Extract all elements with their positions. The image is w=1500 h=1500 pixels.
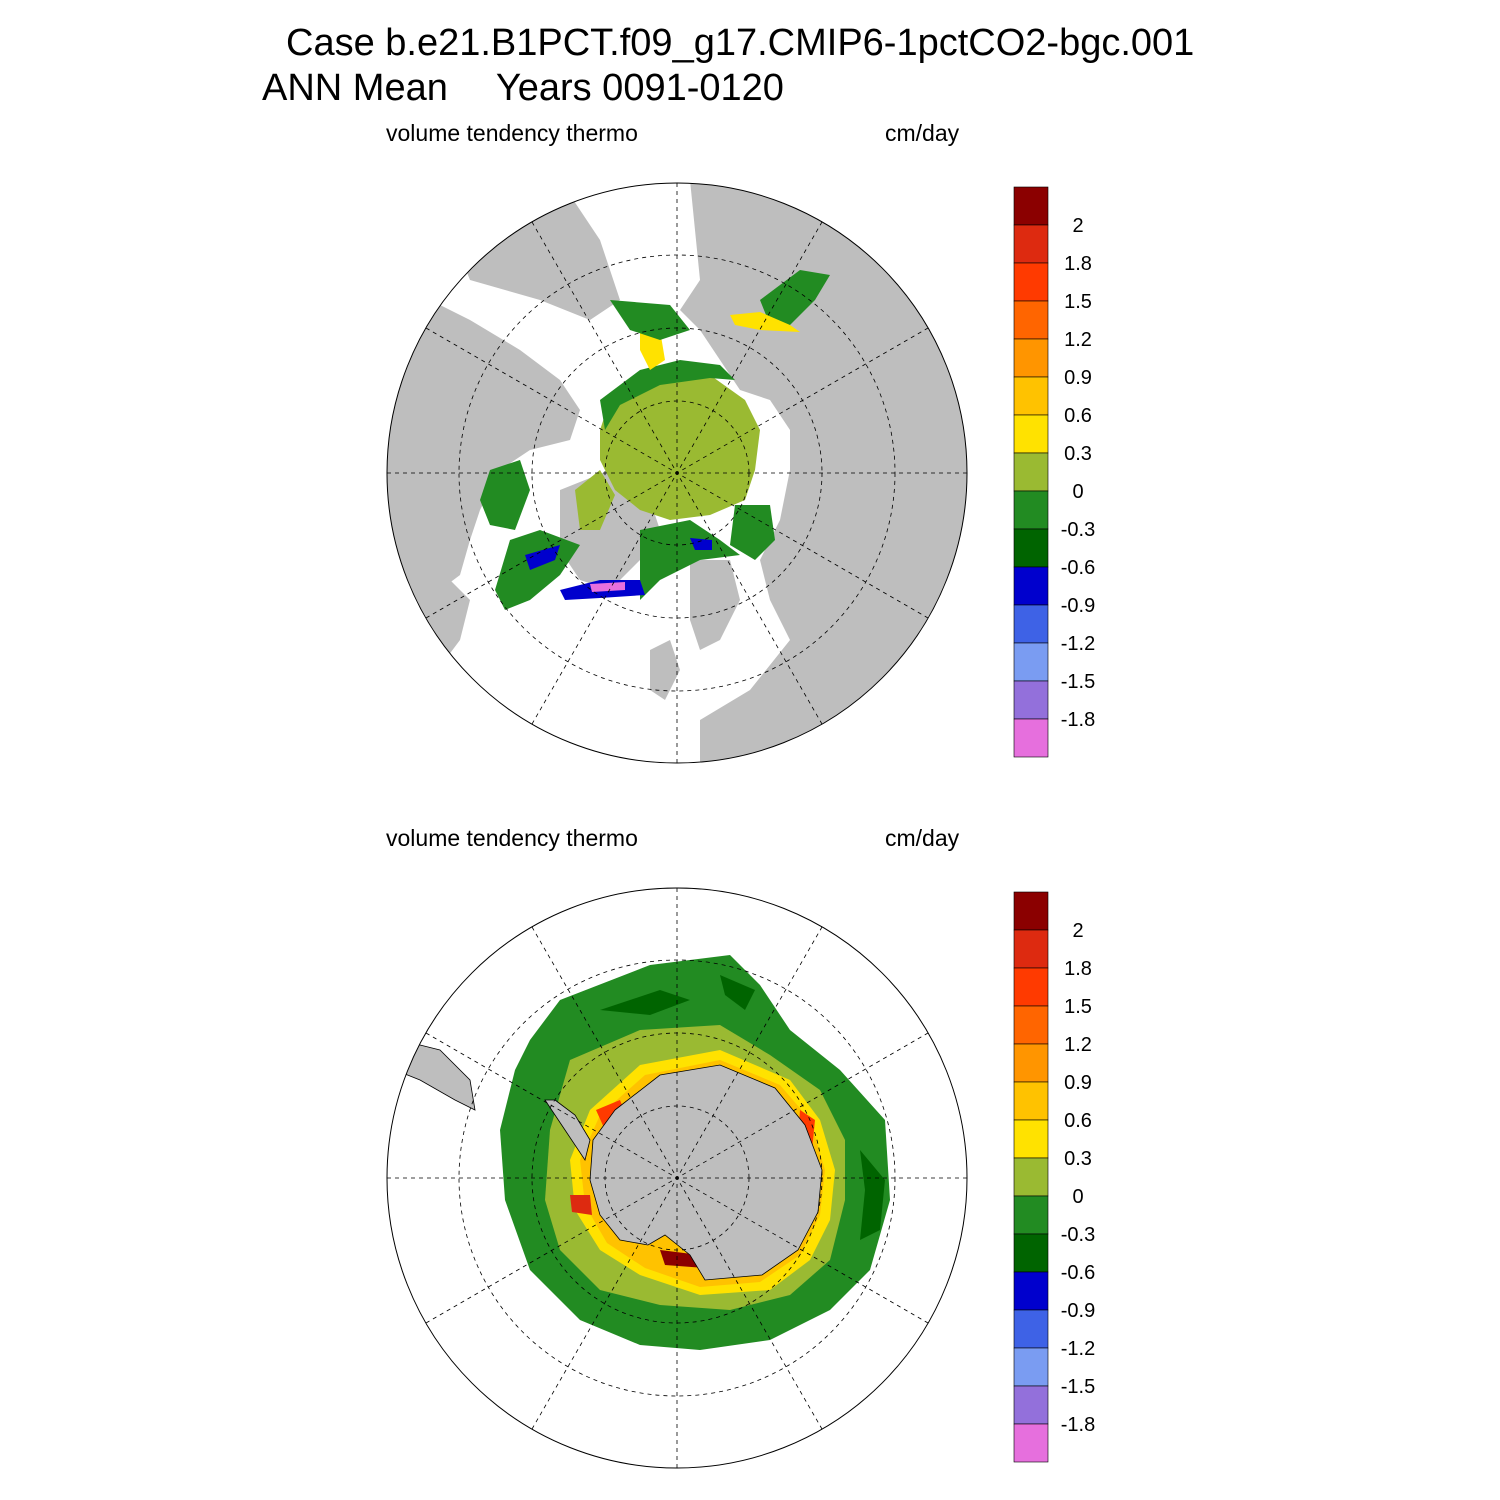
colorbar-swatch-north [1013,528,1049,568]
colorbar-tick-label-south: -0.9 [1061,1300,1095,1322]
colorbar-tick-label-north: 0.3 [1064,443,1092,465]
colorbar-swatch-south [1013,1271,1049,1311]
colorbar-swatch-south [1013,1423,1049,1463]
colorbar-tick-label-north: 1.8 [1064,253,1092,275]
south-ice-field [394,955,890,1350]
colorbar-tick-label-north: -0.3 [1061,519,1095,541]
okhotsk-edge-field [730,312,800,332]
colorbar-tick-label-south: 1.2 [1064,1034,1092,1056]
colorbar-tick-label-south: 2 [1072,920,1083,942]
north-map-border [386,182,968,764]
colorbar-tick-label-south: 0.6 [1064,1110,1092,1132]
colorbar-swatch-north [1013,642,1049,682]
colorbar-swatch-north [1013,718,1049,758]
dark-patch-1 [600,990,690,1015]
south-graticule [387,888,967,1468]
baffin-bay-field [575,470,615,530]
dark-patch-2 [720,975,755,1010]
north-graticule [387,183,967,763]
colorbar-swatch-north [1013,604,1049,644]
colorbar-tick-label-north: 0.9 [1064,367,1092,389]
colorbar-tick-label-south: -1.2 [1061,1338,1095,1360]
colorbar-tick-label-north: 0 [1072,481,1083,503]
siberian-shelf-field [600,360,735,430]
hudson-bay-field [480,460,530,530]
units-label-south: cm/day [885,825,960,851]
colorbar-swatch-north [1013,490,1049,530]
colorbar-tick-label-south: -1.8 [1061,1414,1095,1436]
chukchi-field [610,300,690,340]
colorbar-swatch-north [1013,262,1049,302]
antarctica-land [589,1064,823,1281]
colorbar-tick-label-south: 0.3 [1064,1148,1092,1170]
colorbar-tick-label-north: -1.2 [1061,633,1095,655]
scandinavia-land [690,560,740,650]
labrador-sea-field [495,530,580,610]
irminger-strong-loss-field [590,582,625,592]
east-greenland-loss-field [690,538,712,550]
barents-sea-field [730,505,775,560]
greenland-sea-field [640,520,740,600]
colorbar-swatch-south [1013,891,1049,931]
colorbar-tick-label-north: 1.2 [1064,329,1092,351]
colorbar-swatch-north [1013,452,1049,492]
colorbar-swatch-north [1013,376,1049,416]
colorbar-tick-label-north: -0.9 [1061,595,1095,617]
colorbar-tick-label-south: -0.3 [1061,1224,1095,1246]
variable-label-north: volume tendency thermo [386,120,638,146]
colorbar-swatch-south [1013,929,1049,969]
okhotsk-field [760,270,830,325]
colorbar-swatch-south [1013,1347,1049,1387]
colorbar-swatch-south [1013,1309,1049,1349]
colorbar-tick-label-north: 0.6 [1064,405,1092,427]
units-label-north: cm/day [885,120,960,146]
coastal-max-patch-4 [570,1195,592,1215]
colorbar-tick-label-south: 1.5 [1064,996,1092,1018]
colorbar-swatch-south [1013,1081,1049,1121]
colorbar-swatch-south [1013,1119,1049,1159]
case-title: Case b.e21.B1PCT.f09_g17.CMIP6-1pctCO2-b… [286,22,1195,64]
colorbar-tick-label-south: 0 [1072,1186,1083,1208]
colorbar-swatch-north [1013,300,1049,340]
period-label: ANN Mean [262,67,448,109]
north-america-land [387,300,580,640]
colorbar-tick-label-south: -0.6 [1061,1262,1095,1284]
colorbar-swatch-south [1013,1157,1049,1197]
colorbar-north: 2 1.8 1.5 1.2 0.9 0.6 0.3 0 -0.3 -0.6 -0.9 -1.2 -1.5… [1013,186,1095,758]
colorbar-swatch-north [1013,414,1049,454]
colorbar-swatch-south [1013,1043,1049,1083]
colorbar-south: 2 1.8 1.5 1.2 0.9 0.6 0.3 0 -0.3 -0.6 -0.9 -1.2 -1.5… [1013,891,1095,1463]
south-map-border [386,887,968,1469]
eurasia-land [680,183,967,763]
period-title: ANN Mean Years 0091-0120 [262,67,784,109]
colorbar-swatch-south [1013,1385,1049,1425]
colorbar-swatch-north [1013,186,1049,226]
colorbar-tick-label-north: 2 [1072,215,1083,237]
colorbar-tick-label-north: -1.5 [1061,671,1095,693]
south-polar-map [386,887,968,1469]
colorbar-tick-label-south: 0.9 [1064,1072,1092,1094]
colorbar-swatch-south [1013,1005,1049,1045]
colorbar-tick-label-north: -1.8 [1061,709,1095,731]
colorbar-tick-label-south: -1.5 [1061,1376,1095,1398]
labrador-loss-field [525,545,560,570]
colorbar-tick-label-south: 1.8 [1064,958,1092,980]
north-polar-map [386,182,968,764]
colorbar-swatch-south [1013,1233,1049,1273]
colorbar-swatch-north [1013,566,1049,606]
colorbar-swatch-north [1013,680,1049,720]
colorbar-swatch-south [1013,1195,1049,1235]
colorbar-swatch-north [1013,338,1049,378]
antarctic-peninsula-land [544,1099,591,1161]
dark-patch-3 [860,1150,885,1240]
variable-label-south: volume tendency thermo [386,825,638,851]
colorbar-swatch-south [1013,967,1049,1007]
colorbar-tick-label-north: -0.6 [1061,557,1095,579]
britain-land [650,640,680,700]
colorbar-swatch-north [1013,224,1049,264]
years-label: Years 0091-0120 [495,67,784,109]
colorbar-tick-label-north: 1.5 [1064,291,1092,313]
